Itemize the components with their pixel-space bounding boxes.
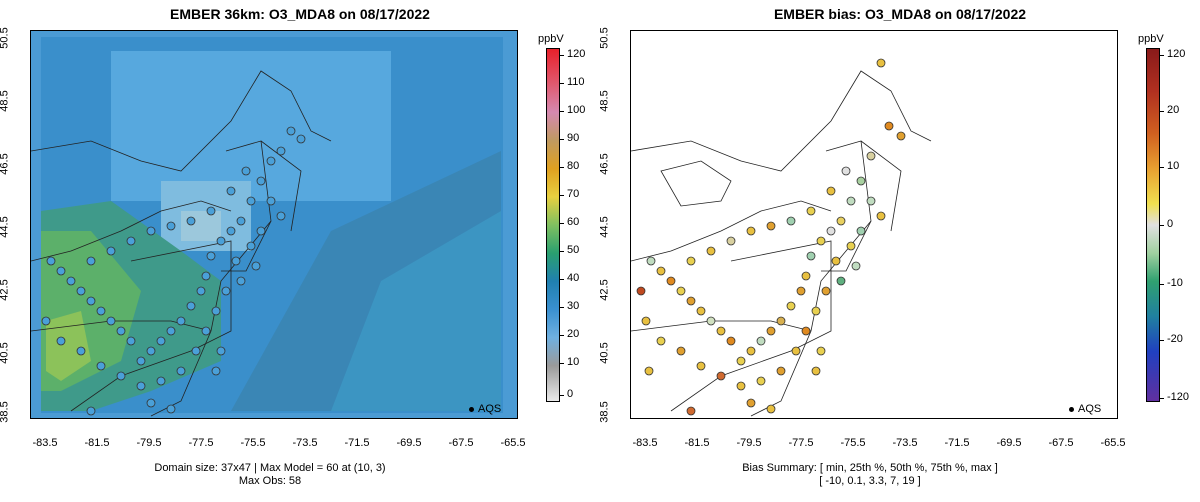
x-tick: -83.5 xyxy=(32,437,58,449)
cb-tick: 20 xyxy=(567,328,580,340)
cb-tick: -20 xyxy=(1167,333,1183,345)
aqs-dot-icon xyxy=(469,406,474,412)
cb-tick: 60 xyxy=(567,216,580,228)
x-tick: -73.5 xyxy=(292,437,318,449)
x-tick: -71.5 xyxy=(944,437,970,449)
cb-tick: 70 xyxy=(567,188,580,200)
cb-tick: 80 xyxy=(567,160,580,172)
x-tick: -81.5 xyxy=(684,437,710,449)
x-tick: -65.5 xyxy=(1100,437,1126,449)
x-tick: -65.5 xyxy=(500,437,526,449)
left-colorbar xyxy=(546,48,560,402)
right-colorbar-label: ppbV xyxy=(1138,33,1164,45)
left-legend-label: AQS xyxy=(478,403,502,415)
left-map: AQS xyxy=(30,30,518,419)
right-legend-label: AQS xyxy=(1078,403,1102,415)
left-legend: AQS xyxy=(469,403,501,415)
cb-tick: 110 xyxy=(567,76,585,88)
y-tick: 42.5 xyxy=(598,279,611,301)
left-map-svg xyxy=(31,37,503,417)
y-tick: 44.5 xyxy=(0,216,11,238)
cb-tick: -120 xyxy=(1167,391,1190,403)
cb-tick: 50 xyxy=(567,244,580,256)
y-tick: 40.5 xyxy=(598,342,611,364)
x-tick: -81.5 xyxy=(84,437,110,449)
cb-tick: 120 xyxy=(1167,48,1186,60)
y-tick: 48.5 xyxy=(598,90,611,112)
cb-tick: 0 xyxy=(1167,218,1174,230)
left-subtitle-1: Domain size: 37x47 | Max Model = 60 at (… xyxy=(154,462,386,474)
cb-tick: 100 xyxy=(567,104,586,116)
cb-tick: 30 xyxy=(567,300,580,312)
y-tick: 38.5 xyxy=(0,401,11,423)
right-map: AQS xyxy=(630,30,1118,419)
x-tick: -69.5 xyxy=(996,437,1022,449)
right-map-svg xyxy=(631,58,932,417)
y-tick: 50.5 xyxy=(0,27,11,49)
right-legend: AQS xyxy=(1069,403,1101,415)
right-title: EMBER bias: O3_MDA8 on 08/17/2022 xyxy=(773,6,1027,22)
right-subtitle-2: [ -10, 0.1, 3.3, 7, 19 ] xyxy=(819,475,921,487)
left-colorbar-label: ppbV xyxy=(538,33,564,45)
cb-tick: 20 xyxy=(1167,104,1180,116)
y-tick: 50.5 xyxy=(598,27,611,49)
left-title: EMBER 36km: O3_MDA8 on 08/17/2022 xyxy=(170,6,430,22)
cb-tick: 90 xyxy=(567,132,580,144)
x-tick: -83.5 xyxy=(632,437,658,449)
x-tick: -75.5 xyxy=(840,437,866,449)
y-tick: 40.5 xyxy=(0,342,11,364)
cb-tick: -10 xyxy=(1167,277,1183,289)
cb-tick: 40 xyxy=(567,272,580,284)
right-panel: EMBER bias: O3_MDA8 on 08/17/2022 50.5 4… xyxy=(598,0,1200,502)
y-tick: 38.5 xyxy=(598,401,611,423)
x-tick: -71.5 xyxy=(344,437,370,449)
cb-tick: 0 xyxy=(567,388,574,400)
x-tick: -69.5 xyxy=(396,437,422,449)
x-tick: -67.5 xyxy=(1048,437,1074,449)
x-tick: -79.5 xyxy=(736,437,762,449)
y-tick: 42.5 xyxy=(0,279,11,301)
x-tick: -67.5 xyxy=(448,437,474,449)
cb-tick: 10 xyxy=(567,356,580,368)
y-tick: 46.5 xyxy=(0,153,11,175)
left-subtitle-2: Max Obs: 58 xyxy=(238,475,302,487)
x-tick: -75.5 xyxy=(240,437,266,449)
right-subtitle-1: Bias Summary: [ min, 25th %, 50th %, 75t… xyxy=(742,462,998,474)
y-tick: 44.5 xyxy=(598,216,611,238)
y-tick: 46.5 xyxy=(598,153,611,175)
left-panel: EMBER 36km: O3_MDA8 on 08/17/2022 50.5 4… xyxy=(0,6,586,487)
x-tick: -77.5 xyxy=(188,437,214,449)
y-tick: 48.5 xyxy=(0,90,11,112)
right-colorbar xyxy=(1146,48,1160,402)
aqs-dot-icon xyxy=(1069,406,1074,412)
cb-tick: 120 xyxy=(567,48,586,60)
x-tick: -77.5 xyxy=(788,437,814,449)
x-tick: -73.5 xyxy=(892,437,918,449)
cb-tick: 10 xyxy=(1167,160,1180,172)
x-tick: -79.5 xyxy=(136,437,162,449)
